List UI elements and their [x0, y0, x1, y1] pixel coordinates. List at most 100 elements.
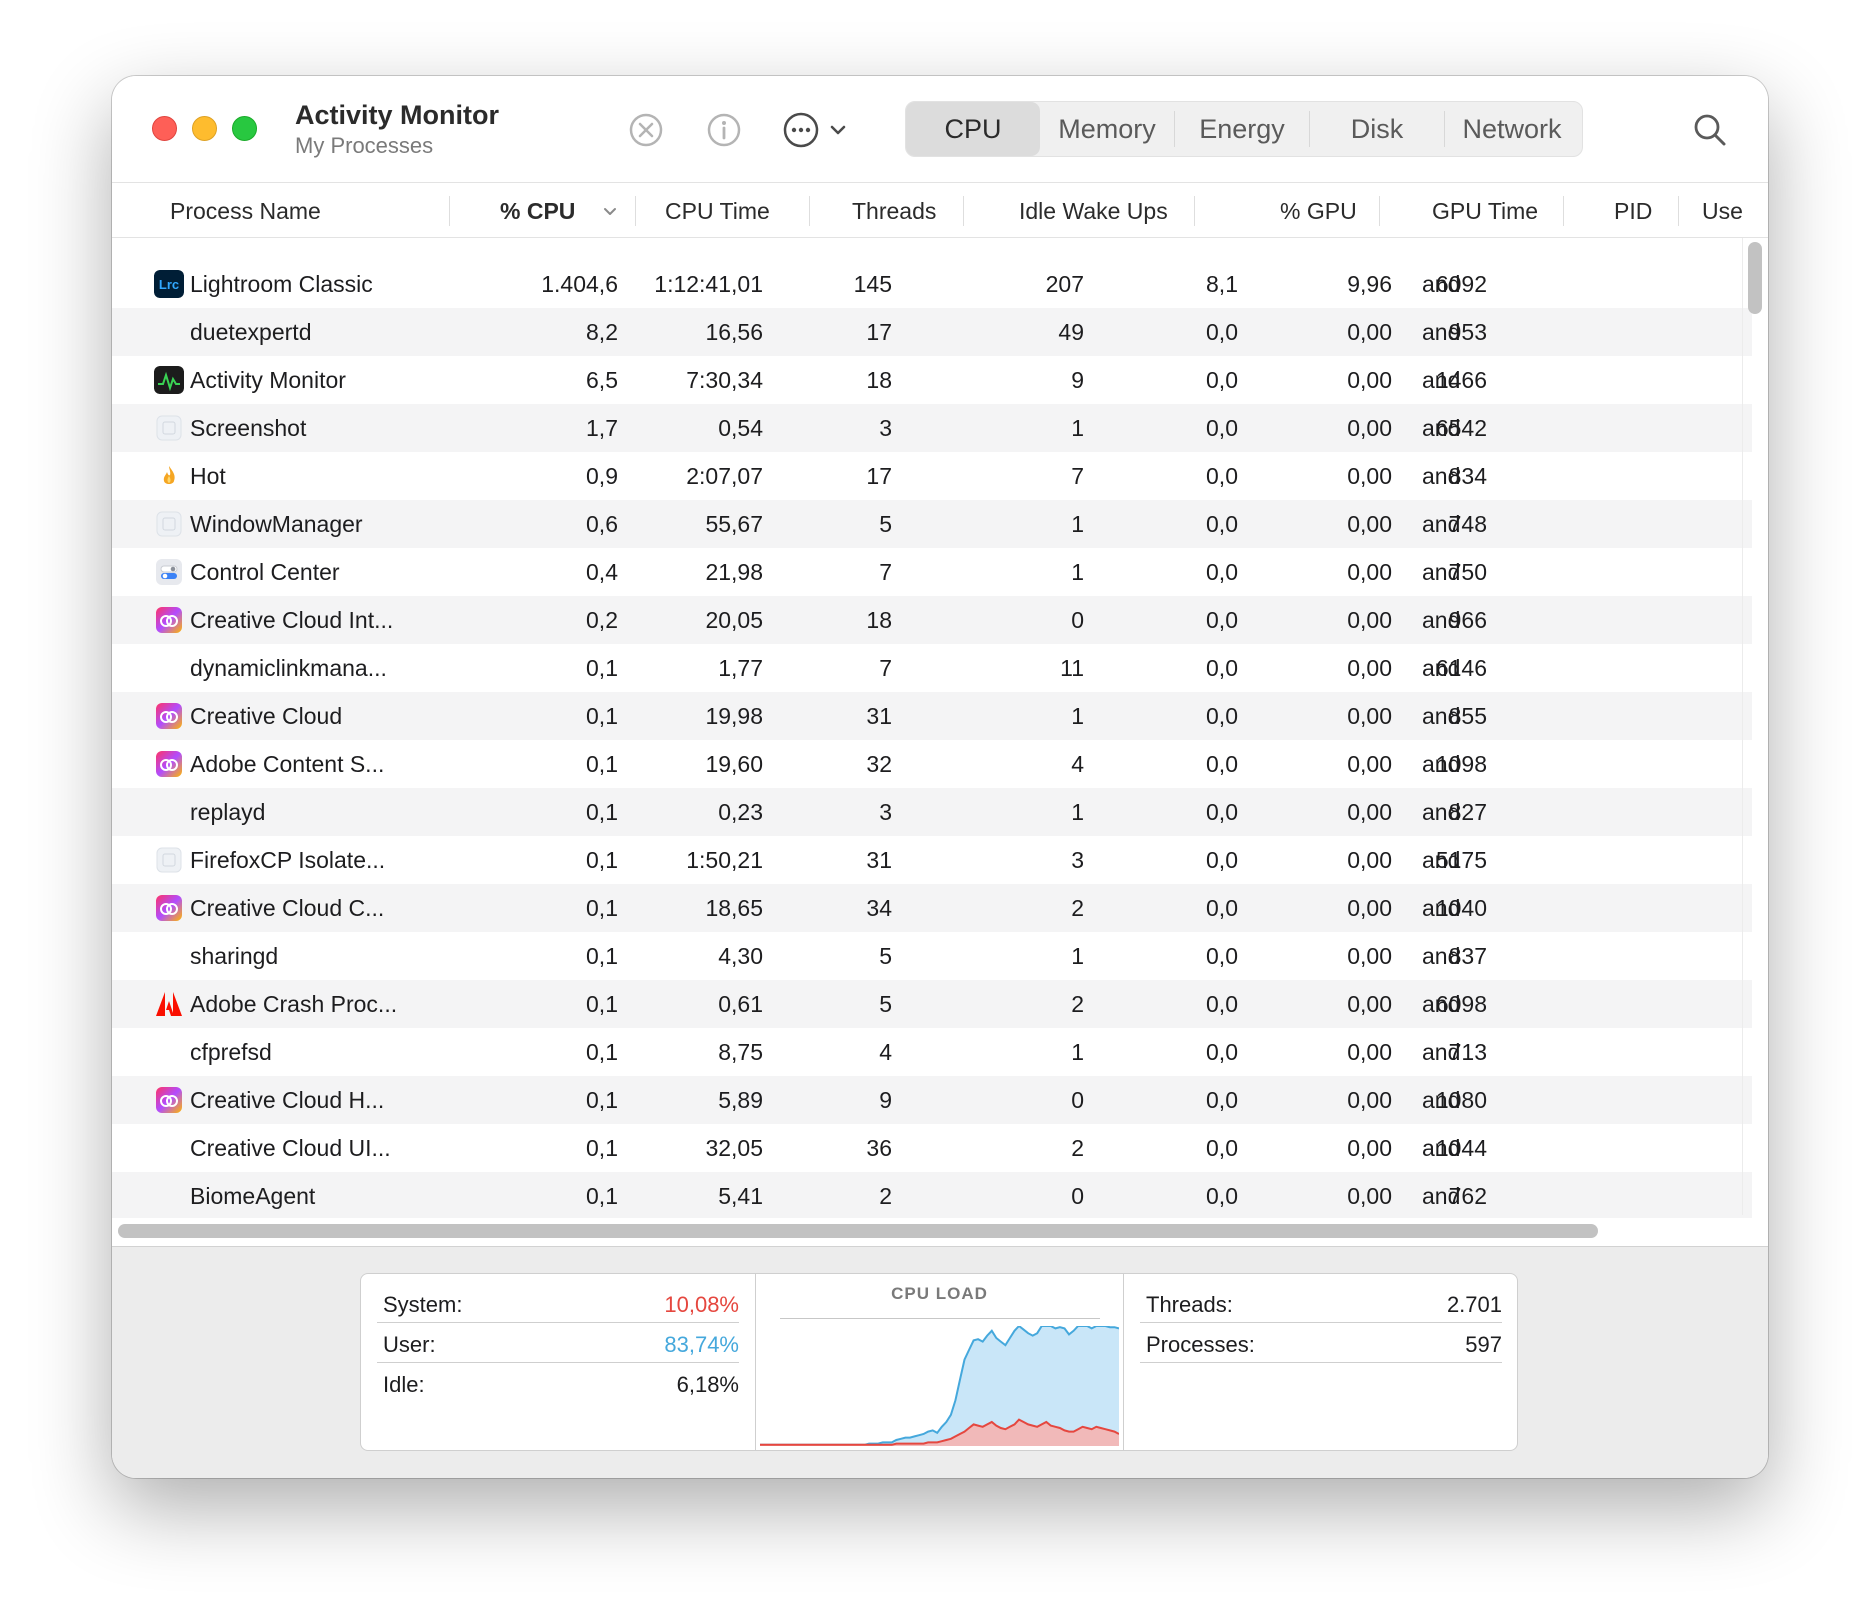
gpu-percent-cell: 0,0: [1206, 1135, 1238, 1161]
vertical-scroll-track: [1742, 238, 1743, 1215]
system-load-line: [760, 1418, 1119, 1446]
column-divider[interactable]: [635, 196, 636, 226]
table-row[interactable]: BiomeAgent 0,1 5,41 2 0 0,0 0,00 762 and: [112, 1172, 1752, 1218]
stat-system-label: System:: [383, 1292, 463, 1317]
tab-divider: [1174, 111, 1175, 147]
column-cpu-percent[interactable]: % CPU: [500, 198, 576, 224]
table-row[interactable]: cfprefsd 0,1 8,75 4 1 0,0 0,00 713 and: [112, 1028, 1752, 1076]
process-name-cell: Creative Cloud C...: [190, 895, 385, 921]
gpu-time-cell: 0,00: [1347, 1087, 1392, 1113]
table-row[interactable]: Control Center 0,4 21,98 7 1 0,0 0,00 750 and: [112, 548, 1752, 596]
threads-cell: 32: [866, 751, 892, 777]
zoom-window-button[interactable]: [232, 116, 257, 141]
cpu-percent-cell: 0,1: [586, 991, 618, 1017]
stat-user-label: User:: [383, 1332, 436, 1357]
table-row[interactable]: Creative Cloud Int... 0,2 20,05 18 0 0,0 0,00 9…: [112, 596, 1752, 644]
stat-threads-label: Threads:: [1146, 1292, 1233, 1317]
tab-cpu[interactable]: CPU: [906, 102, 1040, 156]
table-row[interactable]: Hot 0,9 2:07,07 17 7 0,0 0,00 834 and: [112, 452, 1752, 500]
gpu-percent-cell: 0,0: [1206, 319, 1238, 345]
gpu-percent-cell: 0,0: [1206, 1183, 1238, 1209]
cpu-percent-cell: 0,1: [586, 1183, 618, 1209]
stat-system: System: 10,08%: [383, 1285, 739, 1325]
gpu-percent-cell: 0,0: [1206, 943, 1238, 969]
table-row[interactable]: WindowManager 0,6 55,67 5 1 0,0 0,00 748 and: [112, 500, 1752, 548]
column-divider[interactable]: [1194, 196, 1195, 226]
threads-cell: 5: [879, 991, 892, 1017]
close-window-button[interactable]: [152, 116, 177, 141]
table-row[interactable]: FirefoxCP Isolate... 0,1 1:50,21 31 3 0,0 0,00…: [112, 836, 1752, 884]
column-pid[interactable]: PID: [1614, 198, 1653, 224]
inspect-process-button[interactable]: [704, 110, 744, 150]
stop-process-button[interactable]: [626, 110, 666, 150]
table-row[interactable]: Adobe Crash Proc... 0,1 0,61 5 2 0,0 0,00 6098 a…: [112, 980, 1752, 1028]
cpu-percent-cell: 0,1: [586, 751, 618, 777]
tab-disk[interactable]: Disk: [1350, 113, 1404, 144]
table-row[interactable]: Creative Cloud C... 0,1 18,65 34 2 0,0 0,00 104…: [112, 884, 1752, 932]
more-actions-button[interactable]: [782, 110, 862, 150]
generic-app-icon: [154, 414, 184, 442]
activity-monitor-window: Activity Monitor My Processes: [112, 76, 1768, 1478]
table-header: Process Name % CPU CPU Time Threads Idle…: [112, 182, 1768, 238]
cpu-percent-cell: 0,1: [586, 895, 618, 921]
gpu-percent-cell: 0,0: [1206, 463, 1238, 489]
stat-processes-value: 597: [1465, 1332, 1502, 1357]
table-row[interactable]: duetexpertd 8,2 16,56 17 49 0,0 0,00 953 and: [112, 308, 1752, 356]
pid-cell: 966: [1448, 607, 1487, 633]
minimize-window-button[interactable]: [192, 116, 217, 141]
column-divider[interactable]: [1678, 196, 1679, 226]
process-name-cell: Adobe Content S...: [190, 751, 385, 777]
table-row[interactable]: Creative Cloud 0,1 19,98 31 1 0,0 0,00 855 and: [112, 692, 1752, 740]
column-idle-wake-ups[interactable]: Idle Wake Ups: [1019, 198, 1168, 224]
column-cpu-time[interactable]: CPU Time: [665, 198, 770, 224]
cpu-percent-cell: 0,6: [586, 511, 618, 537]
pid-cell: 837: [1448, 943, 1487, 969]
pid-cell: 1040: [1435, 895, 1487, 921]
pid-cell: 953: [1448, 319, 1487, 345]
sort-descending-icon[interactable]: [602, 204, 618, 220]
process-name-cell: Creative Cloud: [190, 703, 343, 729]
table-row[interactable]: Screenshot 1,7 0,54 3 1 0,0 0,00 6542 and: [112, 404, 1752, 452]
column-divider[interactable]: [1563, 196, 1564, 226]
cpu-percent-cell: 1.404,6: [541, 271, 618, 297]
column-divider[interactable]: [809, 196, 810, 226]
search-button[interactable]: [1690, 110, 1730, 150]
table-row[interactable]: Lrc Lightroom Classic 1.404,6 1:12:41,01 145…: [112, 260, 1752, 308]
user-cell: and: [1422, 895, 1461, 921]
table-row[interactable]: Adobe Content S... 0,1 19,60 32 4 0,0 0,00 1098…: [112, 740, 1752, 788]
cpu-time-cell: 16,56: [705, 319, 763, 345]
tab-divider: [1309, 111, 1310, 147]
column-gpu-percent[interactable]: % GPU: [1280, 198, 1357, 224]
column-process-name[interactable]: Process Name: [170, 198, 321, 224]
gpu-percent-cell: 8,1: [1206, 271, 1238, 297]
cpu-time-cell: 5,89: [718, 1087, 763, 1113]
process-name-cell: Creative Cloud UI...: [190, 1135, 391, 1161]
cpu-time-cell: 1:50,21: [686, 847, 763, 873]
cpu-percent-cell: 1,7: [586, 415, 618, 441]
adobe-icon: [154, 990, 184, 1018]
threads-cell: 17: [866, 319, 892, 345]
table-row[interactable]: sharingd 0,1 4,30 5 1 0,0 0,00 837 and: [112, 932, 1752, 980]
cpu-time-cell: 18,65: [705, 895, 763, 921]
table-row[interactable]: replayd 0,1 0,23 3 1 0,0 0,00 827 and: [112, 788, 1752, 836]
table-row[interactable]: dynamiclinkmana... 0,1 1,77 7 11 0,0 0,00 6146 a…: [112, 644, 1752, 692]
column-divider[interactable]: [963, 196, 964, 226]
vertical-scrollbar[interactable]: [1748, 242, 1762, 314]
column-divider[interactable]: [1379, 196, 1380, 226]
cpu-time-cell: 0,61: [718, 991, 763, 1017]
column-user[interactable]: Use: [1702, 198, 1743, 224]
gpu-time-cell: 0,00: [1347, 367, 1392, 393]
tab-energy[interactable]: Energy: [1199, 113, 1285, 144]
horizontal-scrollbar[interactable]: [118, 1224, 1598, 1238]
window-subtitle[interactable]: My Processes: [295, 133, 434, 158]
column-divider[interactable]: [449, 196, 450, 226]
table-row[interactable]: Creative Cloud H... 0,1 5,89 9 0 0,0 0,00 1080 a…: [112, 1076, 1752, 1124]
table-row[interactable]: Creative Cloud UI... 0,1 32,05 36 2 0,0 0,00 10…: [112, 1124, 1752, 1172]
column-threads[interactable]: Threads: [852, 198, 937, 224]
column-gpu-time[interactable]: GPU Time: [1432, 198, 1539, 224]
tab-network[interactable]: Network: [1462, 113, 1562, 144]
gpu-percent-cell: 0,0: [1206, 799, 1238, 825]
table-row[interactable]: Activity Monitor 6,5 7:30,34 18 9 0,0 0,00 1466…: [112, 356, 1752, 404]
cpu-time-cell: 19,98: [705, 703, 763, 729]
tab-memory[interactable]: Memory: [1058, 113, 1156, 144]
